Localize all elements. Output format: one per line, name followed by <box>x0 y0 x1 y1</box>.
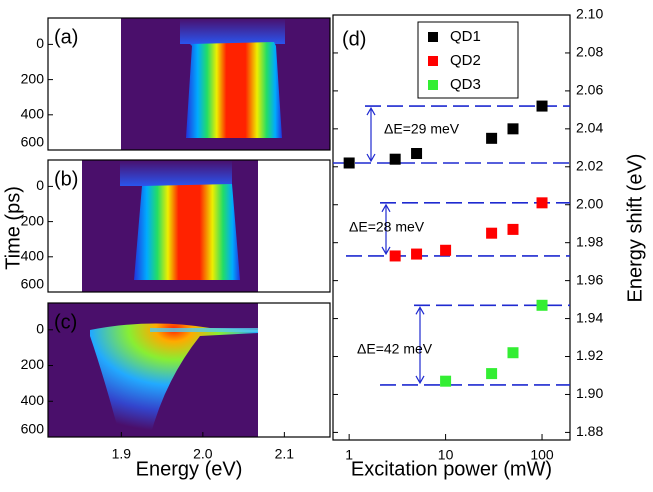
y-tick-label: 1.88 <box>576 423 603 439</box>
x-axis-label: Excitation power (mW) <box>351 458 552 480</box>
heatmap-signal <box>134 184 240 280</box>
data-point <box>486 227 498 239</box>
y-tick-label: 200 <box>21 212 45 228</box>
y-tick-label: 2.06 <box>576 82 603 98</box>
data-point <box>411 248 423 260</box>
legend-marker <box>428 56 438 66</box>
data-point <box>440 244 452 256</box>
legend-label: QD1 <box>450 28 481 45</box>
y-tick-label: 2.08 <box>576 44 603 60</box>
x-tick-label: 1 <box>345 447 353 463</box>
data-point <box>486 368 498 380</box>
annotation: ΔE=28 meV <box>349 219 425 235</box>
data-point <box>486 132 498 144</box>
y-tick-label: 200 <box>21 70 45 86</box>
y-tick-label: 2.10 <box>576 6 603 22</box>
panel-frame <box>47 17 331 151</box>
panel-label: (a) <box>54 26 78 48</box>
data-point <box>440 375 452 387</box>
legend-label: QD3 <box>450 76 481 93</box>
data-point <box>536 299 548 311</box>
y-tick-label: 600 <box>21 421 45 437</box>
y-tick-label: 1.96 <box>576 271 603 287</box>
y-tick-label: 600 <box>21 134 45 150</box>
panel-frame <box>47 159 331 293</box>
data-point <box>536 197 548 209</box>
x-tick-label: 2.1 <box>275 446 295 462</box>
y-axis-label: Energy shift (eV) <box>624 154 646 303</box>
x-tick-label: 1.9 <box>112 446 132 462</box>
panel-label: (b) <box>54 168 78 190</box>
data-point <box>507 123 519 135</box>
y-axis-label: Time (ps) <box>2 186 24 270</box>
y-tick-label: 600 <box>21 276 45 292</box>
data-point <box>507 223 519 235</box>
y-tick-label: 400 <box>21 106 45 122</box>
heatmap-signal <box>186 42 282 138</box>
data-point <box>536 100 548 112</box>
data-point <box>507 347 519 359</box>
y-tick-label: 0 <box>36 35 44 51</box>
data-point <box>411 148 423 160</box>
y-tick-label: 0 <box>36 321 44 337</box>
arrow-head <box>366 106 376 163</box>
arrow-head <box>415 306 425 385</box>
x-tick-label: 2.0 <box>193 446 213 462</box>
y-tick-label: 400 <box>21 392 45 408</box>
y-tick-label: 1.92 <box>576 347 603 363</box>
panel-label: (c) <box>54 311 77 333</box>
y-tick-label: 1.90 <box>576 385 603 401</box>
data-point <box>389 250 401 262</box>
y-tick-label: 2.02 <box>576 157 603 173</box>
annotation: ΔE=29 meV <box>384 121 460 137</box>
heatmap-glow <box>120 160 232 186</box>
data-point <box>343 157 355 169</box>
heatmap-line <box>150 328 258 332</box>
y-tick-label: 400 <box>21 248 45 264</box>
y-tick-label: 2.00 <box>576 195 603 211</box>
y-tick-label: 2.04 <box>576 120 603 136</box>
y-tick-label: 1.94 <box>576 309 603 325</box>
panel-label: (d) <box>342 28 366 50</box>
heatmap-glow <box>180 18 285 44</box>
legend-label: QD2 <box>450 52 481 69</box>
arrow-head <box>381 203 391 256</box>
panel-frame <box>47 302 331 438</box>
y-tick-label: 200 <box>21 356 45 372</box>
x-tick-label: 10 <box>438 447 454 463</box>
legend-marker <box>428 32 438 42</box>
data-point <box>389 153 401 165</box>
heatmap-signal <box>90 323 258 437</box>
y-tick-label: 1.98 <box>576 233 603 249</box>
x-axis-label: Energy (eV) <box>136 458 243 480</box>
annotation: ΔE=42 meV <box>357 341 433 357</box>
y-tick-label: 0 <box>36 177 44 193</box>
x-tick-label: 100 <box>530 447 554 463</box>
legend-marker <box>428 80 438 90</box>
plot-frame <box>332 14 571 441</box>
